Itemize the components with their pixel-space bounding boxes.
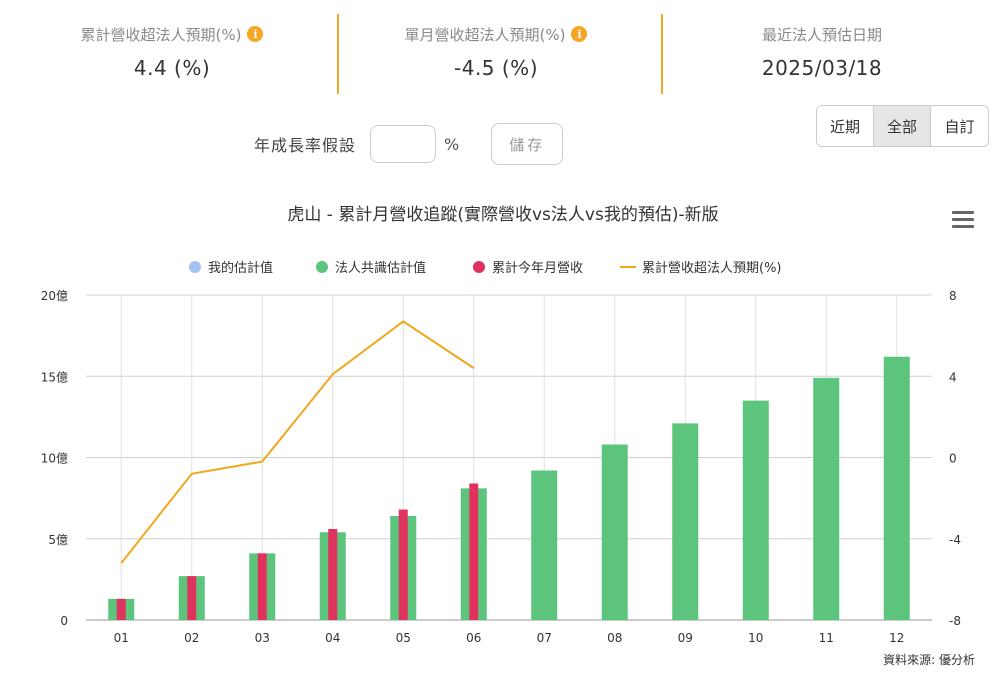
info-icon[interactable]: i <box>247 26 264 42</box>
x-tick-label: 02 <box>184 631 199 645</box>
stat-latest-estimate-date: 最近法人預估日期 2025/03/18 <box>672 22 972 81</box>
x-tick-label: 10 <box>748 631 763 645</box>
y-left-tick-label: 0 <box>60 614 68 628</box>
chart-menu-icon[interactable] <box>952 211 974 229</box>
legend-item: 累計今年月營收 <box>492 260 583 276</box>
x-tick-label: 05 <box>396 631 411 645</box>
bar-consensus <box>601 444 628 620</box>
stats-bar: 累計營收超法人預期(%) i 4.4 (%) 單月營收超法人預期(%) i -4.5… <box>0 0 1006 100</box>
legend-symbol <box>473 261 485 273</box>
legend-item: 法人共識估計值 <box>335 260 426 276</box>
x-tick-label: 06 <box>466 631 481 645</box>
source-label: 資料來源: 優分析 <box>883 653 975 667</box>
x-tick-label: 07 <box>537 631 552 645</box>
stat-value: 2025/03/18 <box>761 56 883 80</box>
growth-unit: % <box>444 134 460 154</box>
bar-consensus <box>883 356 910 620</box>
save-button[interactable]: 儲存 <box>491 123 564 165</box>
chart-title: 虎山 - 累計月營收追蹤(實際營收vs法人vs我的預估)-新版 <box>287 205 718 225</box>
bar-actual-revenue <box>187 576 197 620</box>
bar-consensus <box>742 400 769 620</box>
bar-actual-revenue <box>469 483 479 620</box>
growth-assumption: 年成長率假設 % 儲存 <box>254 122 564 166</box>
x-tick-label: 08 <box>607 631 622 645</box>
stat-label: 累計營收超法人預期(%) <box>80 25 242 44</box>
bar-actual-revenue <box>398 509 408 620</box>
y-left-tick-label: 20億 <box>41 289 68 303</box>
legend-symbol <box>189 261 201 273</box>
growth-label: 年成長率假設 <box>254 136 357 155</box>
stat-value: -4.5 (%) <box>454 56 538 80</box>
stat-label: 最近法人預估日期 <box>761 25 882 44</box>
bar-consensus <box>531 470 558 620</box>
x-tick-label: 04 <box>325 631 340 645</box>
x-tick-label: 01 <box>114 631 129 645</box>
legend-item: 我的估計值 <box>208 260 273 276</box>
y-left-tick-label: 10億 <box>41 452 68 466</box>
y-left-tick-label: 5億 <box>48 533 68 547</box>
bar-actual-revenue <box>328 529 338 620</box>
x-tick-label: 12 <box>889 631 904 645</box>
x-tick-label: 09 <box>678 631 693 645</box>
y-right-tick-label: 0 <box>949 452 957 466</box>
x-tick-label: 11 <box>819 631 834 645</box>
bar-actual-revenue <box>257 553 267 620</box>
menu-bar <box>952 225 974 228</box>
bar-consensus <box>672 423 699 620</box>
menu-bar <box>952 218 974 221</box>
y-right-tick-label: -8 <box>949 614 961 628</box>
divider <box>661 14 663 94</box>
stat-label: 單月營收超法人預期(%) <box>404 25 566 44</box>
y-right-tick-label: 4 <box>949 370 957 384</box>
y-left-tick-label: 15億 <box>41 370 68 384</box>
legend-symbol <box>316 261 328 273</box>
range-recent-button[interactable]: 近期 <box>817 106 874 146</box>
y-right-tick-label: -4 <box>949 533 961 547</box>
bar-actual-revenue <box>116 598 126 620</box>
divider <box>337 14 339 94</box>
range-custom-button[interactable]: 自訂 <box>931 106 988 146</box>
bar-consensus <box>813 377 840 620</box>
y-right-tick-label: 8 <box>949 289 957 303</box>
legend-item: 累計營收超法人預期(%) <box>642 260 782 276</box>
info-icon[interactable]: i <box>571 26 588 42</box>
x-tick-label: 03 <box>255 631 270 645</box>
range-all-button[interactable]: 全部 <box>874 106 931 146</box>
stat-monthly-vs-consensus: 單月營收超法人預期(%) i -4.5 (%) <box>346 22 646 80</box>
stat-cumulative-vs-consensus: 累計營收超法人預期(%) i 4.4 (%) <box>22 22 322 80</box>
stat-value: 4.4 (%) <box>133 56 211 80</box>
range-selector: 近期 全部 自訂 <box>816 105 989 147</box>
menu-bar <box>952 211 974 214</box>
growth-rate-input[interactable] <box>370 125 437 163</box>
line-cumulative-vs-consensus <box>120 320 475 564</box>
